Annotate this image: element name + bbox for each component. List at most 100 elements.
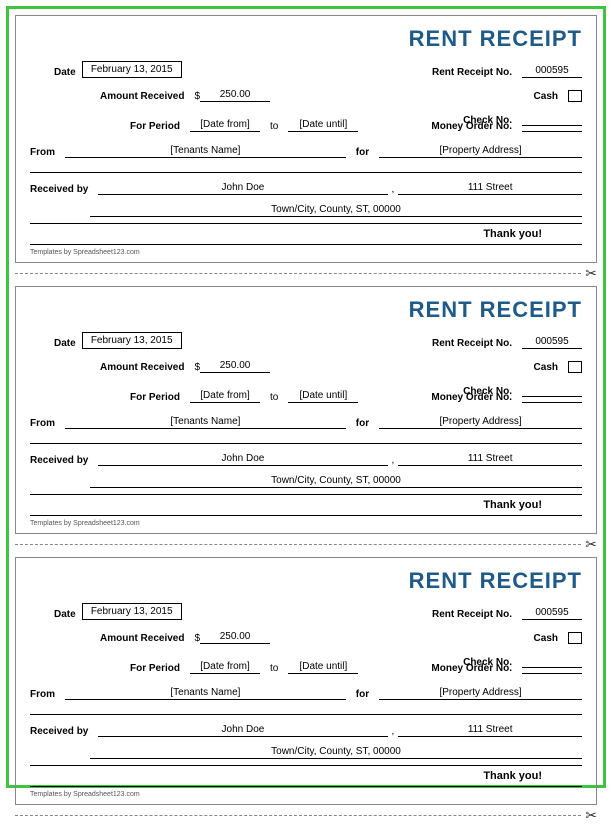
divider-line	[30, 515, 582, 516]
templates-by-footer: Templates by Spreadsheet123.com	[30, 249, 582, 256]
received-by-label: Received by	[30, 184, 88, 195]
receipt-title: RENT RECEIPT	[30, 568, 582, 594]
money-order-label: Money Order No.	[431, 121, 512, 132]
amount-label: Amount Received	[100, 362, 184, 373]
from-label: From	[30, 147, 55, 158]
from-label: From	[30, 689, 55, 700]
receipt-title: RENT RECEIPT	[30, 26, 582, 52]
cash-label: Cash	[534, 91, 558, 102]
cash-label: Cash	[534, 633, 558, 644]
for-period-label: For Period	[130, 663, 180, 674]
cut-line: ✂	[15, 265, 597, 282]
scissors-icon: ✂	[585, 807, 597, 824]
money-order-value[interactable]	[522, 661, 582, 674]
receipt-no-value[interactable]: 000595	[522, 65, 582, 78]
divider-line	[30, 494, 582, 495]
tenant-name-value[interactable]: [Tenants Name]	[65, 687, 346, 700]
divider-line	[30, 223, 582, 224]
comma: ,	[388, 184, 399, 195]
for-label: for	[356, 147, 369, 158]
to-label: to	[270, 392, 278, 403]
to-label: to	[270, 121, 278, 132]
amount-label: Amount Received	[100, 91, 184, 102]
for-period-label: For Period	[130, 121, 180, 132]
receipt-no-label: Rent Receipt No.	[432, 67, 512, 78]
received-by-value[interactable]: John Doe	[98, 182, 387, 195]
date-until-value[interactable]: [Date until]	[288, 119, 358, 132]
date-label: Date	[54, 67, 76, 78]
date-until-value[interactable]: [Date until]	[288, 390, 358, 403]
date-until-value[interactable]: [Date until]	[288, 661, 358, 674]
money-order-value[interactable]	[522, 119, 582, 132]
divider-line	[30, 244, 582, 245]
cash-label: Cash	[534, 362, 558, 373]
town-city-value[interactable]: Town/City, County, ST, 00000	[90, 746, 582, 759]
date-value[interactable]: February 13, 2015	[82, 332, 182, 349]
street-value[interactable]: 111 Street	[398, 453, 582, 466]
property-address-value[interactable]: [Property Address]	[379, 687, 582, 700]
date-label: Date	[54, 338, 76, 349]
property-address-value[interactable]: [Property Address]	[379, 416, 582, 429]
divider-line	[30, 765, 582, 766]
cut-dash	[15, 273, 581, 274]
cut-dash	[15, 815, 581, 816]
received-by-value[interactable]: John Doe	[98, 453, 387, 466]
amount-value[interactable]: 250.00	[200, 631, 270, 644]
divider-line	[30, 172, 582, 173]
cash-checkbox[interactable]	[568, 632, 582, 644]
cut-line: ✂	[15, 807, 597, 824]
divider-line	[30, 786, 582, 787]
receipt-no-value[interactable]: 000595	[522, 607, 582, 620]
property-address-value[interactable]: [Property Address]	[379, 145, 582, 158]
cut-dash	[15, 544, 581, 545]
receipt-block: RENT RECEIPT Date February 13, 2015 Rent…	[15, 557, 597, 805]
divider-line	[30, 714, 582, 715]
from-label: From	[30, 418, 55, 429]
thank-you-text: Thank you!	[30, 228, 582, 240]
date-from-value[interactable]: [Date from]	[190, 661, 260, 674]
cut-line: ✂	[15, 536, 597, 553]
tenant-name-value[interactable]: [Tenants Name]	[65, 145, 346, 158]
cash-checkbox[interactable]	[568, 361, 582, 373]
receipt-block: RENT RECEIPT Date February 13, 2015 Rent…	[15, 15, 597, 263]
street-value[interactable]: 111 Street	[398, 182, 582, 195]
divider-line	[30, 443, 582, 444]
town-city-value[interactable]: Town/City, County, ST, 00000	[90, 204, 582, 217]
money-order-label: Money Order No.	[431, 392, 512, 403]
for-period-label: For Period	[130, 392, 180, 403]
templates-by-footer: Templates by Spreadsheet123.com	[30, 791, 582, 798]
thank-you-text: Thank you!	[30, 770, 582, 782]
amount-label: Amount Received	[100, 633, 184, 644]
comma: ,	[388, 726, 399, 737]
received-by-label: Received by	[30, 455, 88, 466]
cash-checkbox[interactable]	[568, 90, 582, 102]
to-label: to	[270, 663, 278, 674]
date-label: Date	[54, 609, 76, 620]
received-by-label: Received by	[30, 726, 88, 737]
money-order-value[interactable]	[522, 390, 582, 403]
street-value[interactable]: 111 Street	[398, 724, 582, 737]
receipt-no-label: Rent Receipt No.	[432, 338, 512, 349]
receipt-no-value[interactable]: 000595	[522, 336, 582, 349]
receipt-title: RENT RECEIPT	[30, 297, 582, 323]
templates-by-footer: Templates by Spreadsheet123.com	[30, 520, 582, 527]
amount-value[interactable]: 250.00	[200, 89, 270, 102]
for-label: for	[356, 418, 369, 429]
date-from-value[interactable]: [Date from]	[190, 119, 260, 132]
for-label: for	[356, 689, 369, 700]
date-from-value[interactable]: [Date from]	[190, 390, 260, 403]
thank-you-text: Thank you!	[30, 499, 582, 511]
receipt-no-label: Rent Receipt No.	[432, 609, 512, 620]
tenant-name-value[interactable]: [Tenants Name]	[65, 416, 346, 429]
scissors-icon: ✂	[585, 265, 597, 282]
town-city-value[interactable]: Town/City, County, ST, 00000	[90, 475, 582, 488]
received-by-value[interactable]: John Doe	[98, 724, 387, 737]
page-outer-border: RENT RECEIPT Date February 13, 2015 Rent…	[6, 6, 606, 788]
comma: ,	[388, 455, 399, 466]
money-order-label: Money Order No.	[431, 663, 512, 674]
date-value[interactable]: February 13, 2015	[82, 603, 182, 620]
receipt-block: RENT RECEIPT Date February 13, 2015 Rent…	[15, 286, 597, 534]
date-value[interactable]: February 13, 2015	[82, 61, 182, 78]
amount-value[interactable]: 250.00	[200, 360, 270, 373]
scissors-icon: ✂	[585, 536, 597, 553]
